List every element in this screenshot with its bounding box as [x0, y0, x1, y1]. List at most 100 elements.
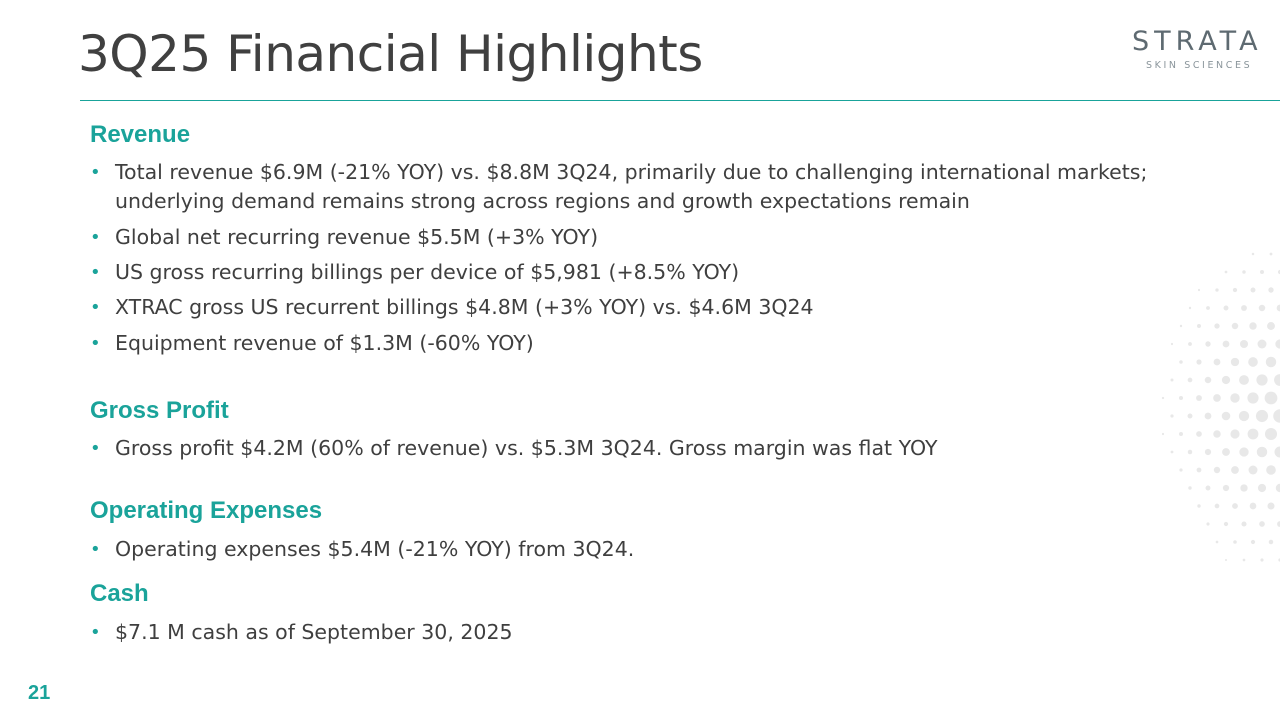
decorative-dot: [1222, 484, 1230, 492]
decorative-dot: [1233, 540, 1237, 544]
decorative-dot: [1230, 393, 1240, 403]
decorative-dot: [1214, 503, 1220, 509]
decorative-dot: [1241, 305, 1247, 311]
decorative-dot: [1231, 466, 1239, 474]
decorative-dot: [1251, 252, 1255, 256]
decorative-dot: [1161, 396, 1165, 400]
decorative-dot: [1240, 484, 1248, 492]
bullet-item: Total revenue $6.9M (-21% YOY) vs. $8.8M…: [90, 158, 1190, 216]
decorative-dot: [1276, 304, 1280, 312]
decorative-dot: [1224, 270, 1228, 274]
decorative-dot: [1230, 357, 1240, 367]
decorative-dot: [1213, 430, 1221, 438]
decorative-dot: [1188, 486, 1192, 490]
decorative-dot: [1213, 466, 1221, 474]
decorative-dot: [1275, 483, 1280, 493]
decorative-dot: [1232, 287, 1238, 293]
decorative-dot: [1255, 409, 1269, 423]
decorative-dot: [1206, 522, 1210, 526]
decorative-dot: [1239, 339, 1249, 349]
decorative-dot: [1277, 521, 1280, 527]
decorative-dot: [1215, 288, 1219, 292]
decorative-dot: [1249, 502, 1257, 510]
section-heading-operating-expenses: Operating Expenses: [90, 497, 323, 524]
decorative-dot: [1268, 539, 1274, 545]
bullet-item: Equipment revenue of $1.3M (-60% YOY): [90, 329, 1190, 358]
bullet-item: XTRAC gross US recurrent billings $4.8M …: [90, 293, 1190, 322]
bullet-item: US gross recurring billings per device o…: [90, 258, 1190, 287]
decorative-dot: [1196, 395, 1202, 401]
decorative-dot: [1196, 467, 1202, 473]
decorative-dot: [1247, 428, 1259, 440]
decorative-dot: [1274, 374, 1280, 386]
decorative-dot: [1205, 485, 1211, 491]
decorative-dot: [1267, 322, 1275, 330]
decorative-dot: [1187, 413, 1193, 419]
bullet-item: $7.1 M cash as of September 30, 2025: [90, 618, 1190, 647]
decorative-dot: [1269, 252, 1273, 256]
decorative-dot: [1242, 558, 1246, 562]
logo-tagline: SKIN SCIENCES: [1146, 60, 1253, 71]
decorative-dot: [1239, 375, 1249, 385]
decorative-dot: [1223, 521, 1229, 527]
decorative-dot: [1241, 521, 1247, 527]
decorative-dot: [1247, 392, 1259, 404]
slide-title: 3Q25 Financial Highlights: [78, 25, 703, 83]
decorative-dot: [1221, 411, 1231, 421]
decorative-dot: [1197, 504, 1201, 508]
decorative-dot: [1206, 306, 1210, 310]
page-number: 21: [28, 682, 51, 704]
decorative-dot: [1222, 448, 1230, 456]
decorative-dot: [1222, 340, 1230, 348]
decorative-dot: [1232, 503, 1238, 509]
decorative-dot: [1239, 447, 1249, 457]
decorative-dot: [1260, 270, 1264, 274]
logo-wordmark: STRATA: [1132, 26, 1263, 57]
decorative-dot: [1213, 394, 1221, 402]
decorative-dot: [1268, 287, 1274, 293]
decorative-dot: [1196, 359, 1202, 365]
decorative-dot: [1213, 358, 1221, 366]
decorative-dot: [1215, 540, 1219, 544]
decorative-dot: [1196, 431, 1202, 437]
decorative-dot: [1204, 376, 1212, 384]
section-heading-gross-profit: Gross Profit: [90, 397, 229, 424]
decorative-dot: [1264, 391, 1278, 405]
decorative-dot: [1238, 410, 1250, 422]
decorative-dot: [1259, 521, 1265, 527]
decorative-dot: [1187, 377, 1193, 383]
decorative-dot: [1250, 287, 1256, 293]
bullet-item: Operating expenses $5.4M (-21% YOY) from…: [90, 535, 1190, 564]
decorative-dot: [1223, 305, 1229, 311]
strata-logo: STRATA SKIN SCIENCES: [1128, 26, 1278, 76]
decorative-dot: [1197, 324, 1201, 328]
decorative-dot: [1230, 429, 1240, 439]
decorative-dot: [1260, 558, 1264, 562]
decorative-dot: [1221, 375, 1231, 385]
decorative-dot: [1224, 558, 1228, 562]
section-heading-cash: Cash: [90, 580, 149, 607]
decorative-dot: [1274, 446, 1280, 458]
decorative-dot: [1273, 409, 1280, 423]
decorative-dot: [1179, 324, 1183, 328]
decorative-dot: [1242, 270, 1246, 274]
decorative-dot: [1204, 448, 1212, 456]
decorative-dot: [1249, 322, 1257, 330]
decorative-dot: [1267, 502, 1275, 510]
decorative-dot: [1275, 339, 1280, 349]
bullet-item: Gross profit $4.2M (60% of revenue) vs. …: [90, 434, 1190, 463]
decorative-dot: [1250, 539, 1256, 545]
decorative-dot: [1170, 378, 1174, 382]
decorative-dot: [1264, 427, 1278, 441]
decorative-dot: [1248, 357, 1258, 367]
decorative-dot: [1277, 269, 1280, 275]
decorative-dot: [1257, 483, 1267, 493]
decorative-dot: [1178, 395, 1184, 401]
decorative-dot: [1248, 465, 1258, 475]
decorative-dot: [1256, 374, 1268, 386]
decorative-dot: [1179, 468, 1183, 472]
decorative-dot: [1256, 446, 1268, 458]
decorative-dot: [1265, 356, 1277, 368]
decorative-dot: [1179, 360, 1183, 364]
